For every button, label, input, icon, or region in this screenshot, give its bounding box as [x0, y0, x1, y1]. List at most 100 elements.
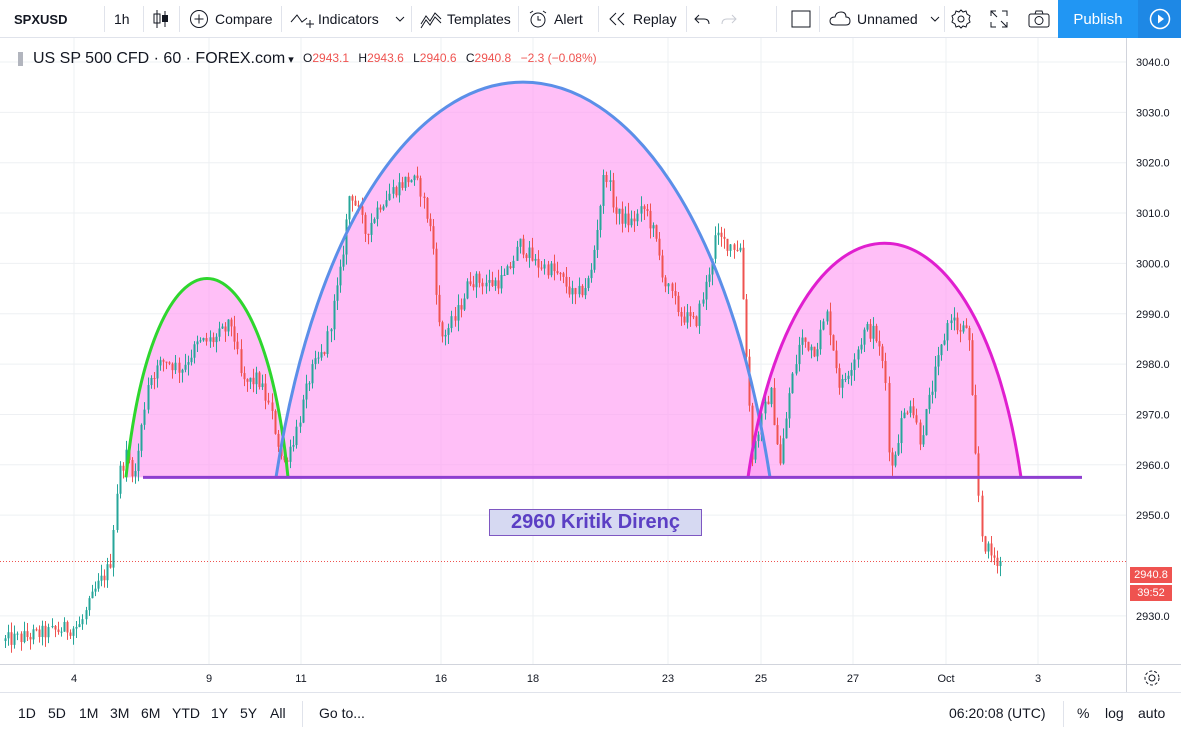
candle-body [723, 236, 726, 239]
candle-body [478, 273, 481, 283]
candle-body [23, 631, 26, 643]
candle-body [103, 575, 106, 581]
range-button-ytd[interactable]: YTD [172, 705, 200, 721]
candle-body [568, 286, 571, 295]
candle-body [187, 362, 190, 365]
candle-body [609, 180, 612, 182]
chevron-down-icon[interactable]: ▾ [288, 53, 294, 66]
range-button-all[interactable]: All [270, 705, 286, 721]
low-label: L [413, 51, 420, 65]
goto-button[interactable]: Go to... [319, 705, 365, 721]
symbol-search[interactable]: SPXUSD [14, 11, 68, 27]
candle-body [311, 364, 314, 384]
time-tick-label: 23 [662, 673, 674, 685]
candle-body [227, 319, 230, 332]
candle-body [906, 412, 909, 414]
price-axis: 3040.0 3030.0 3020.0 3010.0 3000.0 2990.0 2980… [1126, 38, 1170, 692]
candle-body [429, 218, 432, 227]
layout-menu-button[interactable]: Unnamed [829, 0, 940, 38]
cloud-icon [829, 11, 851, 27]
candle-body [925, 409, 928, 436]
percent-toggle[interactable]: % [1077, 705, 1090, 721]
undo-icon[interactable] [694, 0, 710, 38]
range-button-5d[interactable]: 5D [48, 705, 66, 721]
candle-body [481, 282, 484, 287]
alert-label: Alert [554, 11, 583, 27]
candle-body [919, 422, 922, 445]
compare-button[interactable]: Compare [189, 0, 273, 38]
candle-body [156, 365, 159, 379]
resistance-annotation[interactable]: 2960 Kritik Direnç [489, 509, 702, 536]
candle-body [692, 316, 695, 318]
camera-icon[interactable] [1028, 0, 1050, 38]
right-shoulder-arc [746, 242, 1023, 478]
candle-body [233, 326, 236, 342]
interval-selector[interactable]: 1h [114, 11, 130, 27]
log-toggle[interactable]: log [1105, 705, 1124, 721]
candle-body [376, 207, 379, 220]
candle-body [937, 355, 940, 367]
candle-body [500, 275, 503, 289]
replay-button[interactable]: Replay [608, 0, 677, 38]
candle-body [66, 621, 69, 633]
divider [944, 6, 945, 32]
chevron-down-icon [930, 16, 940, 22]
candle-body [822, 321, 825, 330]
candle-body [627, 213, 630, 226]
series-title[interactable]: US SP 500 CFD · 60 · FOREX.com [33, 50, 286, 67]
candle-body [264, 383, 267, 401]
chart-legend: US SP 500 CFD · 60 · FOREX.com ▾ [18, 48, 294, 70]
alert-button[interactable]: Alert [528, 0, 583, 38]
gear-icon[interactable] [951, 0, 971, 38]
price-chart[interactable]: 3040.0 3030.0 3020.0 3010.0 3000.0 2990.0 2980… [0, 38, 1181, 692]
candle-body [571, 288, 574, 295]
candle-body [153, 377, 156, 379]
candle-body [810, 346, 813, 351]
price-tick-label: 3020.0 [1136, 158, 1170, 170]
candle-body [243, 373, 246, 380]
time-tick-label: 11 [295, 673, 306, 685]
candle-body [742, 247, 745, 300]
range-button-1d[interactable]: 1D [18, 705, 36, 721]
publish-button[interactable]: Publish [1058, 0, 1138, 38]
candle-body [649, 210, 652, 229]
range-button-5y[interactable]: 5Y [240, 705, 258, 721]
candle-body [184, 364, 187, 370]
range-button-1y[interactable]: 1Y [211, 705, 229, 721]
fullscreen-icon[interactable] [990, 0, 1008, 38]
candle-body [593, 249, 596, 270]
candle-body [472, 284, 475, 288]
divider [104, 6, 105, 32]
candle-body [516, 246, 519, 261]
candle-body [770, 387, 773, 405]
countdown-tag: 39:52 [1130, 585, 1172, 601]
redo-icon[interactable] [721, 0, 737, 38]
candle-body [450, 316, 453, 329]
play-icon[interactable] [1138, 0, 1181, 38]
candle-body [271, 402, 274, 411]
price-tick-label: 2980.0 [1136, 359, 1170, 371]
range-button-1m[interactable]: 1M [79, 705, 99, 721]
chart-type-icon[interactable] [152, 0, 170, 38]
candle-body [903, 412, 906, 419]
candle-body [274, 410, 277, 434]
clock-time[interactable]: 06:20:08 (UTC) [949, 705, 1046, 721]
divider [179, 6, 180, 32]
indicators-button[interactable]: Indicators [290, 0, 405, 38]
candle-body [683, 316, 686, 323]
fullscreen-layout-icon[interactable] [791, 0, 811, 38]
auto-toggle[interactable]: auto [1138, 705, 1166, 721]
range-button-3m[interactable]: 3M [110, 705, 130, 721]
candle-body [857, 349, 860, 360]
candle-body [351, 196, 354, 201]
candle-body [370, 222, 373, 235]
candle-body [215, 336, 218, 343]
open-label: O [303, 51, 313, 65]
candle-body [974, 395, 977, 454]
candle-body [333, 300, 336, 330]
candle-body [909, 406, 912, 413]
range-button-6m[interactable]: 6M [141, 705, 161, 721]
templates-button[interactable]: Templates [420, 0, 511, 38]
candle-body [643, 206, 646, 210]
candle-body [410, 180, 413, 183]
